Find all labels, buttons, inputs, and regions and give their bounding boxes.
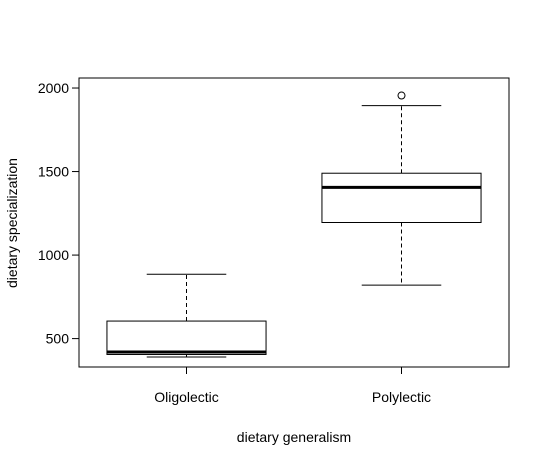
y-axis-label: dietary specialization [4, 158, 20, 288]
iqr-box [322, 173, 481, 222]
x-axis: Oligolectic Polylectic [154, 367, 431, 405]
box-oligolectic [107, 274, 266, 357]
outlier-point [398, 92, 405, 99]
y-tick-label: 1000 [38, 247, 69, 263]
x-tick-label: Oligolectic [154, 389, 219, 405]
y-tick-label: 500 [46, 331, 70, 347]
iqr-box [107, 321, 266, 354]
y-tick-label: 1500 [38, 164, 69, 180]
boxes [107, 92, 481, 357]
box-polylectic [322, 92, 481, 285]
y-axis: 500 1000 1500 2000 [38, 80, 79, 347]
y-tick-label: 2000 [38, 80, 69, 96]
x-tick-label: Polylectic [372, 389, 431, 405]
x-axis-label: dietary generalism [237, 429, 351, 445]
